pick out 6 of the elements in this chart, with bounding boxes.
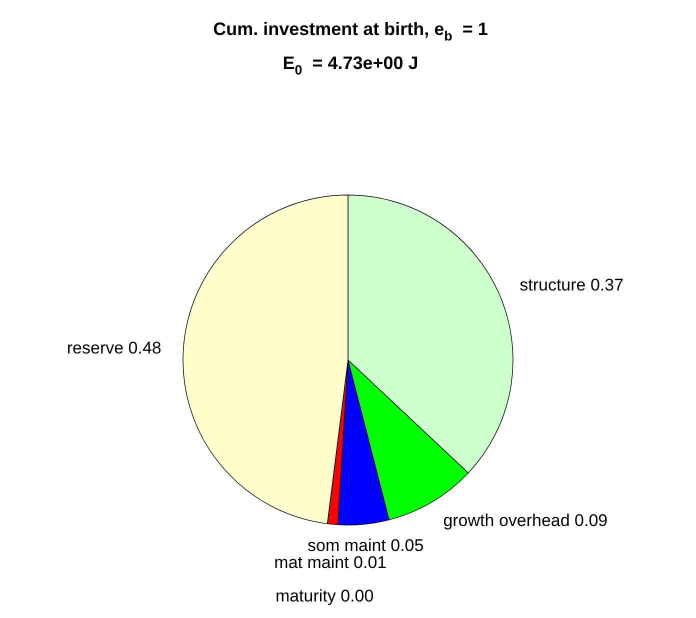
slice-label: mat maint 0.01 — [274, 553, 387, 572]
slice-label: som maint 0.05 — [307, 536, 424, 556]
slice-label: growth overhead 0.09 — [443, 510, 608, 530]
slice-label: structure 0.37 — [520, 276, 624, 295]
slice-label: reserve 0.48 — [66, 338, 162, 358]
category-label: maturity 0.00 — [275, 586, 374, 606]
